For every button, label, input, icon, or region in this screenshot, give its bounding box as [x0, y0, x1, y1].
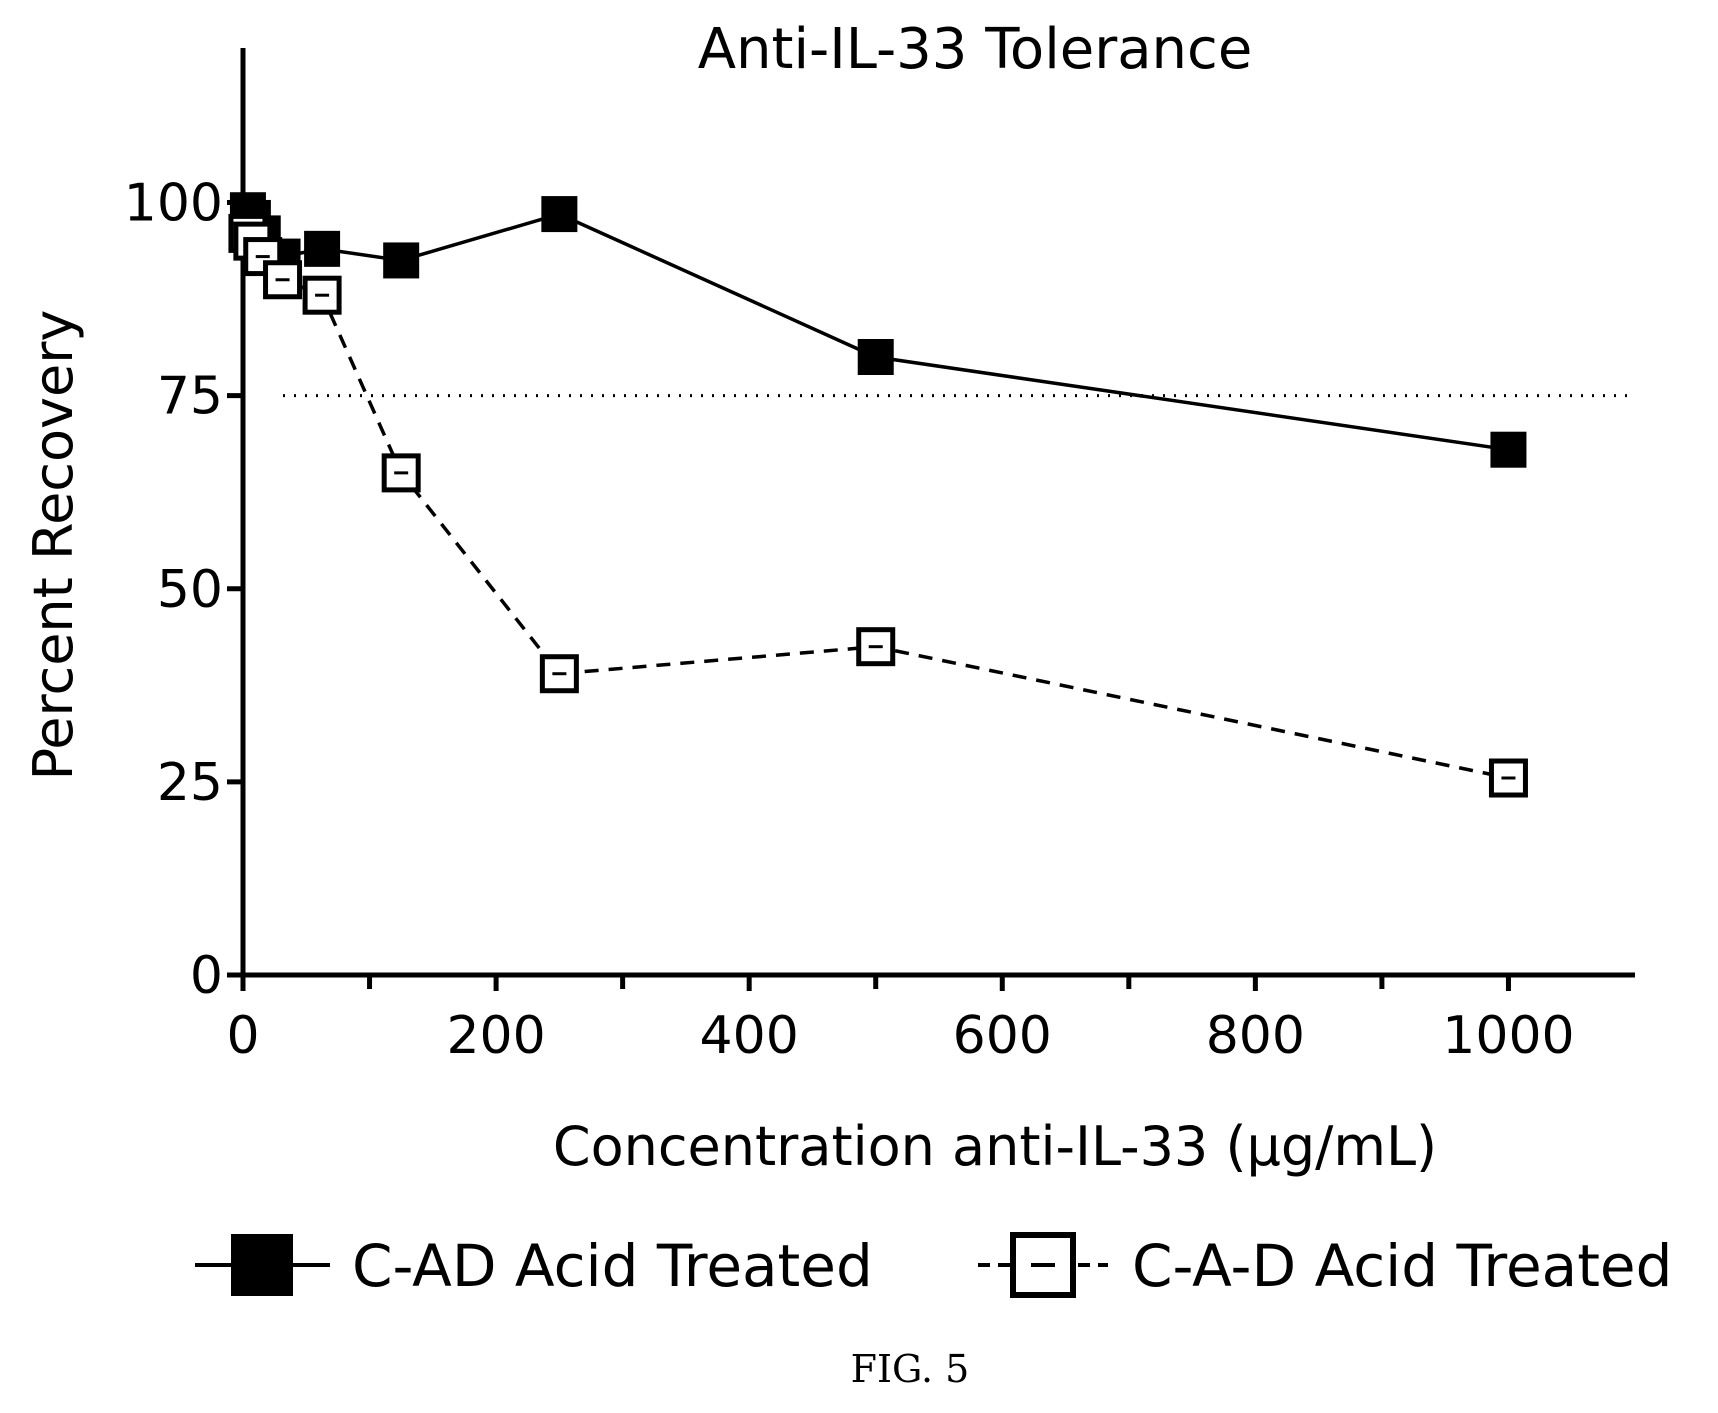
- y-axis-title: Percent Recovery: [22, 310, 85, 781]
- x-tick-label: 400: [700, 1006, 799, 1066]
- data-point-series-1: [1490, 431, 1527, 468]
- y-tick-label: 0: [190, 946, 223, 1006]
- data-point-series-2: [263, 260, 303, 300]
- data-point-series-2: [302, 275, 342, 315]
- x-tick-label: 200: [446, 1006, 545, 1066]
- legend-label-1: C-AD Acid Treated: [352, 1232, 873, 1300]
- data-point-series-1: [383, 242, 420, 279]
- series-line-1: [246, 209, 1509, 452]
- figure-caption: FIG. 5: [851, 1347, 970, 1391]
- series-line-2: [246, 232, 1509, 780]
- series-layer: [228, 192, 1528, 798]
- y-tick-label: 50: [157, 560, 223, 620]
- x-tick-label: 0: [226, 1006, 259, 1066]
- y-tick-label: 25: [157, 753, 223, 813]
- legend-label-2: C-A-D Acid Treated: [1132, 1232, 1672, 1300]
- y-tick-label: 100: [124, 174, 223, 234]
- data-point-series-1: [541, 196, 578, 233]
- chart-title: Anti-IL-33 Tolerance: [698, 17, 1253, 82]
- legend-marker-1: [231, 1234, 293, 1296]
- legend: C-AD Acid Treated C-A-D Acid Treated: [195, 1232, 1672, 1300]
- x-tick-label: 800: [1206, 1006, 1305, 1066]
- x-tick-label: 600: [953, 1006, 1052, 1066]
- x-tick-label: 1000: [1442, 1006, 1574, 1066]
- x-axis-title: Concentration anti-IL-33 (µg/mL): [553, 1115, 1437, 1178]
- data-point-series-1: [304, 230, 341, 267]
- y-tick-label: 75: [157, 367, 223, 427]
- data-point-series-1: [857, 339, 894, 375]
